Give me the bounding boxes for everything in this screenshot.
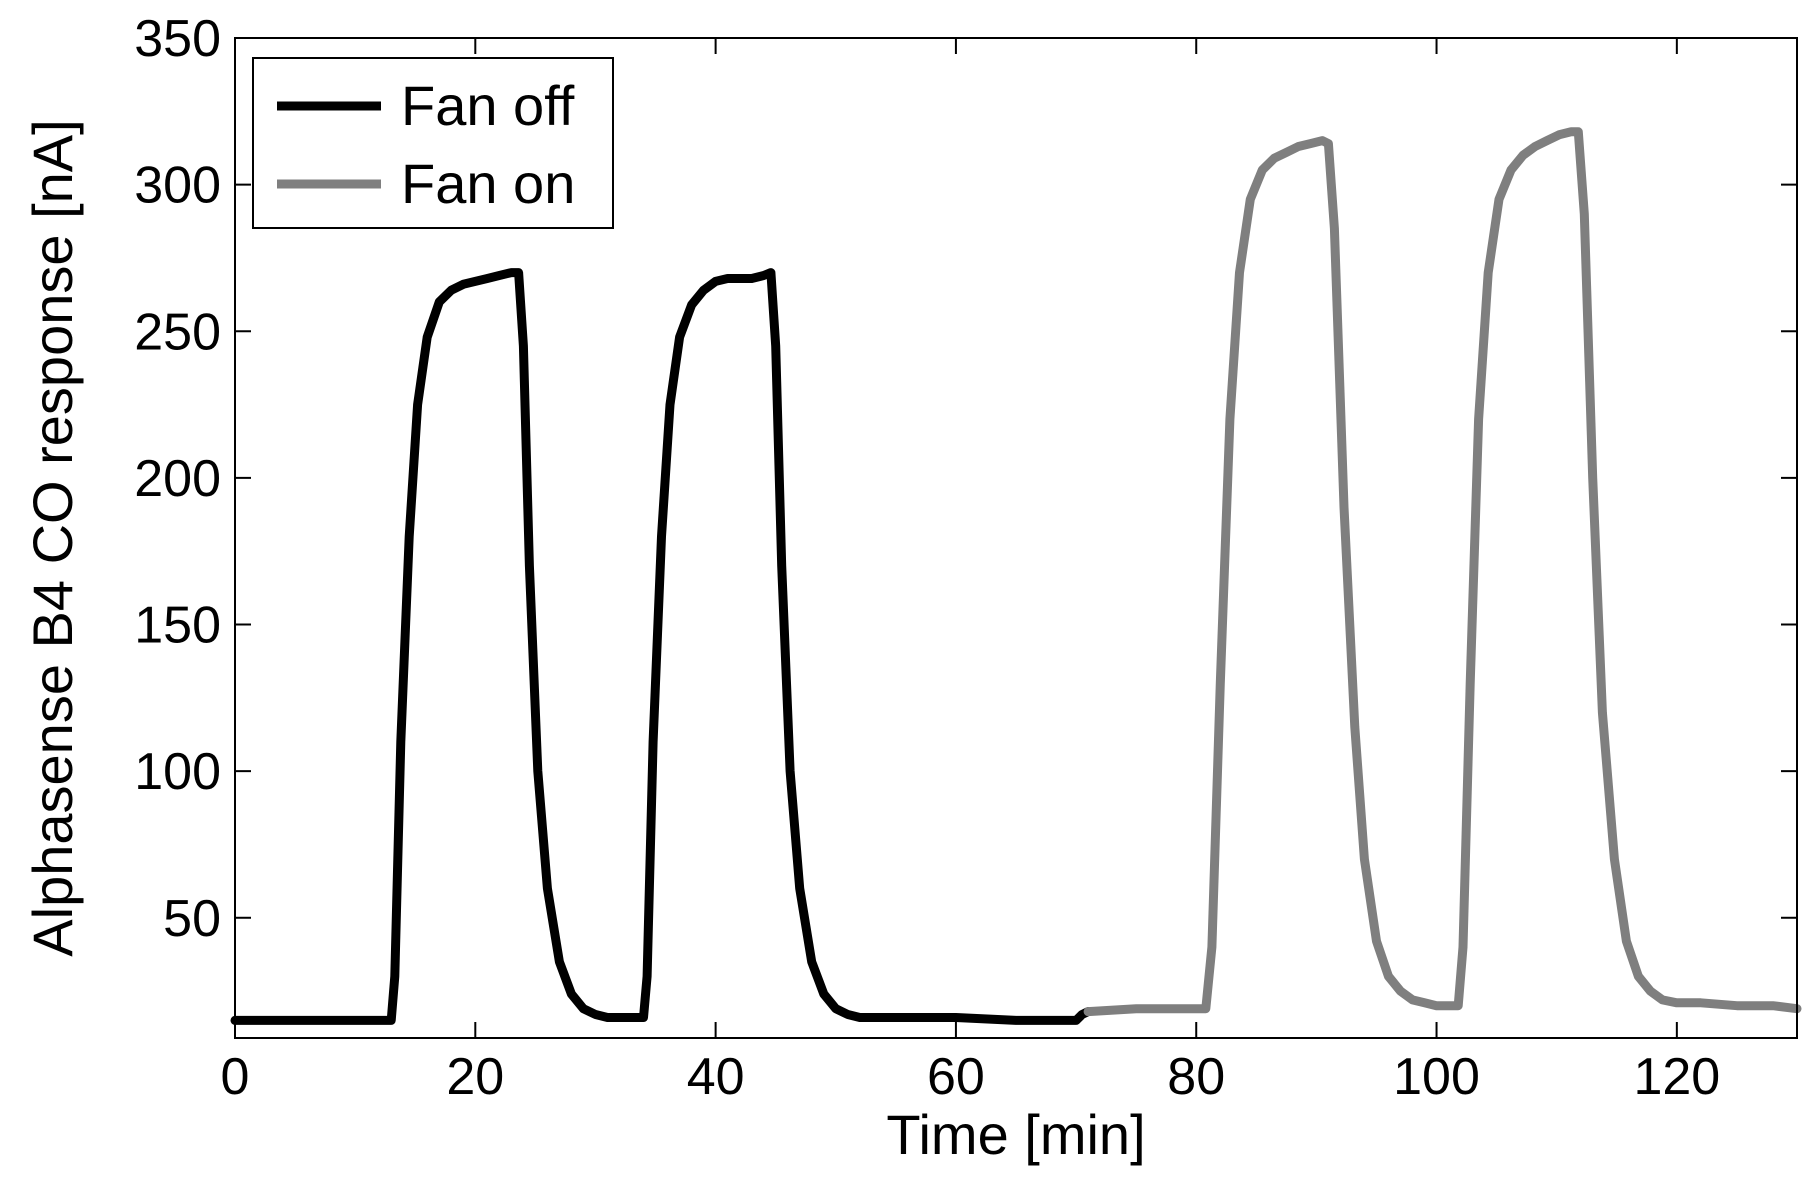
x-tick-label: 0 [221,1048,250,1106]
series-line-1 [1083,127,1802,1017]
x-tick-label: 120 [1633,1048,1720,1106]
y-tick-label: 200 [134,450,221,508]
plot-area-frame [234,37,1798,1039]
y-tick-label: 250 [134,303,221,361]
series-line-0 [230,268,1093,1025]
x-tick-label: 100 [1393,1048,1480,1106]
y-tick-label: 50 [163,890,221,948]
y-axis-title: Alphasense B4 CO response [nA] [21,119,84,956]
legend-label: Fan on [401,152,575,215]
y-tick-label: 100 [134,743,221,801]
legend: Fan off Fan on [252,57,614,229]
x-tick-label: 40 [687,1048,745,1106]
legend-label: Fan off [401,74,575,137]
y-tick-label: 350 [134,10,221,68]
legend-box [252,57,614,229]
x-tick-label: 80 [1167,1048,1225,1106]
y-tick-label: 300 [134,157,221,215]
x-tick-label: 20 [446,1048,504,1106]
y-tick-label: 150 [134,597,221,655]
x-axis-title: Time [min] [886,1103,1145,1166]
x-tick-label: 60 [927,1048,985,1106]
